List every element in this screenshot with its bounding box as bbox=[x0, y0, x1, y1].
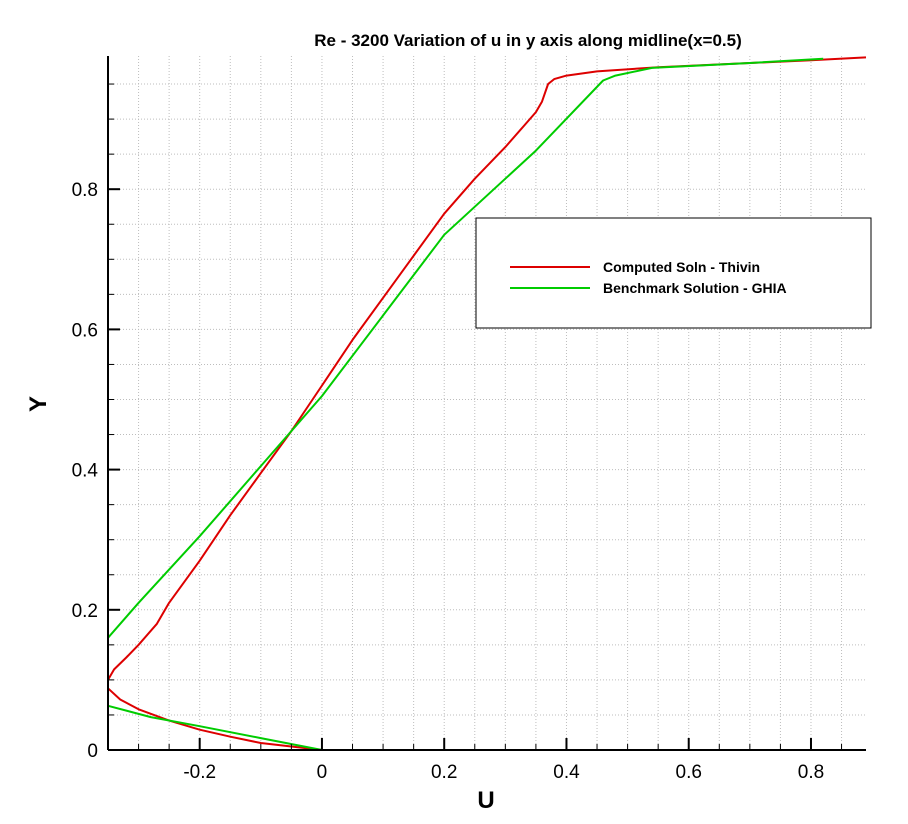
y-tick-label: 0.8 bbox=[72, 180, 98, 201]
y-tick-label: 0.2 bbox=[72, 601, 98, 622]
y-tick-label: 0.6 bbox=[72, 320, 98, 341]
axis-ticks bbox=[107, 83, 843, 751]
y-tick-label: 0 bbox=[87, 741, 98, 762]
axes bbox=[107, 56, 866, 751]
y-tick-label: 0.4 bbox=[72, 461, 99, 482]
gridlines bbox=[107, 56, 866, 751]
x-tick-label: -0.2 bbox=[183, 762, 216, 783]
x-tick-label: 0.4 bbox=[553, 762, 580, 783]
legend: Computed Soln - Thivin Benchmark Solutio… bbox=[475, 217, 872, 329]
legend-label-benchmark: Benchmark Solution - GHIA bbox=[603, 280, 787, 296]
x-axis-label: U bbox=[477, 787, 494, 814]
x-tick-label: 0.8 bbox=[798, 762, 824, 783]
x-tick-label: 0.2 bbox=[431, 762, 457, 783]
axis-tick-labels: -0.2 0 0.2 0.4 0.6 0.8 0 0.2 0.4 0.6 0.8 bbox=[72, 180, 825, 783]
legend-box bbox=[475, 217, 872, 329]
x-tick-label: 0.6 bbox=[676, 762, 702, 783]
series-line-computed bbox=[107, 56, 867, 751]
data-series bbox=[107, 56, 867, 751]
legend-label-computed: Computed Soln - Thivin bbox=[603, 259, 760, 275]
y-axis-label: Y bbox=[25, 396, 52, 412]
x-tick-label: 0 bbox=[317, 762, 328, 783]
chart-title: Re - 3200 Variation of u in y axis along… bbox=[314, 31, 742, 50]
series-line-benchmark bbox=[107, 57, 824, 751]
